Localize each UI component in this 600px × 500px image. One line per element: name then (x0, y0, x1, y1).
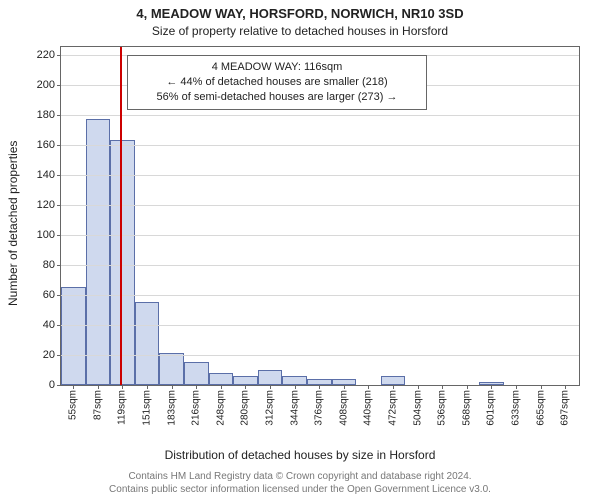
x-tick-label: 248sqm (215, 390, 226, 426)
y-tick-label: 200 (37, 79, 55, 91)
x-tick-label: 440sqm (363, 390, 374, 426)
histogram-bar (86, 119, 111, 385)
x-tick-label: 183sqm (166, 390, 177, 426)
y-tick-label: 40 (43, 319, 55, 331)
x-tick-label: 504sqm (412, 390, 423, 426)
y-tick-label: 100 (37, 229, 55, 241)
plot-area: 020406080100120140160180200220 55sqm87sq… (60, 46, 580, 386)
x-tick-label: 697sqm (560, 390, 571, 426)
histogram-bar (282, 376, 307, 385)
chart-footer: Contains HM Land Registry data © Crown c… (0, 471, 600, 496)
x-tick-label: 280sqm (240, 390, 251, 426)
annotation-line-1: 4 MEADOW WAY: 116sqm (136, 60, 418, 75)
annotation-line-3: 56% of semi-detached houses are larger (… (136, 90, 418, 105)
x-tick-label: 408sqm (338, 390, 349, 426)
y-tick-label: 20 (43, 349, 55, 361)
histogram-bar (159, 353, 184, 385)
histogram-bar (381, 376, 406, 385)
annotation-box: 4 MEADOW WAY: 116sqm ← 44% of detached h… (127, 55, 427, 110)
histogram-bar (135, 302, 160, 385)
y-tick-label: 140 (37, 169, 55, 181)
x-tick-label: 601sqm (486, 390, 497, 426)
chart-title: 4, MEADOW WAY, HORSFORD, NORWICH, NR10 3… (0, 6, 600, 21)
y-tick-label: 0 (49, 379, 55, 391)
x-tick-label: 151sqm (142, 390, 153, 426)
x-tick-label: 216sqm (191, 390, 202, 426)
x-tick-label: 119sqm (117, 390, 128, 425)
chart-subtitle: Size of property relative to detached ho… (0, 24, 600, 38)
histogram-bar (209, 373, 234, 385)
histogram-bar (184, 362, 209, 385)
y-axis-label: Number of detached properties (6, 141, 20, 306)
histogram-bar (258, 370, 283, 385)
y-tick-label: 120 (37, 199, 55, 211)
y-tick-label: 180 (37, 109, 55, 121)
y-tick-label: 220 (37, 49, 55, 61)
y-tick-label: 60 (43, 289, 55, 301)
histogram-bar (110, 140, 135, 385)
x-tick-label: 55sqm (68, 390, 79, 420)
x-tick-label: 568sqm (461, 390, 472, 426)
x-axis-label: Distribution of detached houses by size … (0, 448, 600, 462)
x-tick-label: 536sqm (437, 390, 448, 426)
x-tick-label: 344sqm (289, 390, 300, 426)
footer-line-1: Contains HM Land Registry data © Crown c… (0, 471, 600, 484)
annotation-line-2: ← 44% of detached houses are smaller (21… (136, 75, 418, 90)
y-tick-label: 80 (43, 259, 55, 271)
x-tick-label: 665sqm (535, 390, 546, 426)
footer-line-2: Contains public sector information licen… (0, 484, 600, 497)
histogram-bar (233, 376, 258, 385)
x-tick-label: 312sqm (265, 390, 276, 426)
histogram-bar (61, 287, 86, 385)
x-tick-label: 87sqm (92, 390, 103, 420)
x-tick-label: 472sqm (388, 390, 399, 426)
x-tick-label: 376sqm (314, 390, 325, 426)
x-tick-label: 633sqm (510, 390, 521, 426)
chart-container: { "chart": { "type": "histogram", "title… (0, 0, 600, 500)
y-tick-label: 160 (37, 139, 55, 151)
